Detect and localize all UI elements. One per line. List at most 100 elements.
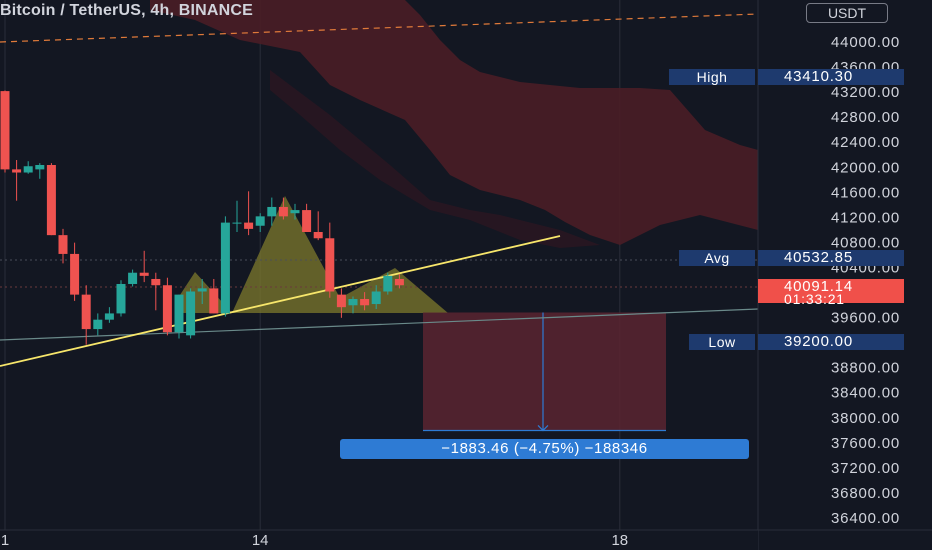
candle-body [93,319,103,330]
price-tick-label: 42400.00 [831,134,900,151]
candle-body [267,206,277,217]
time-tick-label: 18 [611,532,628,549]
price-tick-label: 41600.00 [831,184,900,201]
drawn-lines [0,13,759,367]
candle [174,294,184,339]
price-tick-label: 37200.00 [831,460,900,477]
candle [394,273,404,289]
candle-body [0,91,10,170]
candle [325,222,335,298]
candle-body [197,288,207,292]
price-axis: 36400.00 36800.00 37200.00 37600.00 38000.00… [757,0,932,550]
dashed-resistance-line [0,13,759,43]
candle-body [162,285,172,333]
price-tick-label: 40800.00 [831,234,900,251]
low-marker-value: 39200.00 [758,334,904,350]
candle-body [12,169,22,173]
price-tick-label: 41200.00 [831,209,900,226]
candle [313,211,323,241]
price-tick-label: 38000.00 [831,410,900,427]
candle-body [128,272,138,284]
candle-body [35,164,45,170]
candle [58,228,68,264]
price-tick-label: 36800.00 [831,485,900,502]
bar-countdown: 01:33:21 [784,291,845,307]
measure-result-label: −1883.46 (−4.75%) −188346 [340,439,749,459]
candle-body [348,299,358,306]
candle-body [383,275,393,292]
candle [278,197,288,220]
candle [12,159,22,201]
candle [23,161,33,174]
candle-body [151,278,161,286]
head-and-shoulders-pattern [178,196,448,313]
candle [128,269,138,287]
candle [104,307,114,323]
candle-body [371,291,381,305]
candle-body [394,278,404,286]
currency-button[interactable]: USDT [806,3,888,23]
price-tick-label: 39600.00 [831,310,900,327]
price-tick-label: 42800.00 [831,109,900,126]
candle [371,285,381,310]
candle [220,216,230,317]
candle-body [209,288,219,314]
candle-body [81,294,91,330]
candle [81,285,91,345]
chart-title: Bitcoin / TetherUS, 4h, BINANCE [0,2,254,19]
candle [302,203,312,233]
candle-body [278,206,288,217]
candle [70,242,80,301]
avg-marker-value: 40532.85 [758,250,904,266]
candle-body [46,164,56,236]
candle [162,277,172,336]
measure-arrow-head [537,425,549,432]
candle [0,90,10,173]
time-tick-label: 1 [1,532,9,549]
last-price-tag: 40091.14 01:33:21 [758,278,904,307]
candle-body [104,313,114,320]
candle-body [186,291,196,336]
candle-body [139,272,149,276]
candle-body [174,294,184,333]
candle [348,296,358,314]
candle [244,191,254,236]
time-axis: 1 14 18 [0,529,932,550]
price-tick-label: 43200.00 [831,84,900,101]
candle-body [58,235,68,254]
candle [336,288,346,318]
low-marker-label: Low [689,334,755,350]
cloud-area [150,0,758,245]
price-tick-label: 36400.00 [831,510,900,527]
last-price-value: 40091.14 [784,278,853,295]
measure-range-box [423,312,666,432]
price-tick-label: 37600.00 [831,435,900,452]
price-tick-label: 44000.00 [831,34,900,51]
candle [139,250,149,283]
candle-body [244,222,254,229]
price-tick-label: 38800.00 [831,360,900,377]
neckline [0,308,759,341]
candle-body [220,222,230,314]
candle [186,288,196,339]
candle-body [360,299,370,306]
candle-body [116,283,126,314]
candle-body [336,294,346,308]
candle [209,278,219,314]
candle [360,292,370,311]
candle [267,197,277,226]
trendline [0,235,561,367]
price-tick-label: 38400.00 [831,385,900,402]
candle-body [313,232,323,239]
candle-body [325,238,335,292]
candles [0,90,404,345]
candle-body [302,210,312,233]
pattern-shape [178,196,448,313]
candle [151,272,161,311]
candle [46,163,56,236]
candle [93,313,103,336]
price-tick-label: 42000.00 [831,159,900,176]
measure-box [423,312,666,431]
candle-body [70,253,80,295]
